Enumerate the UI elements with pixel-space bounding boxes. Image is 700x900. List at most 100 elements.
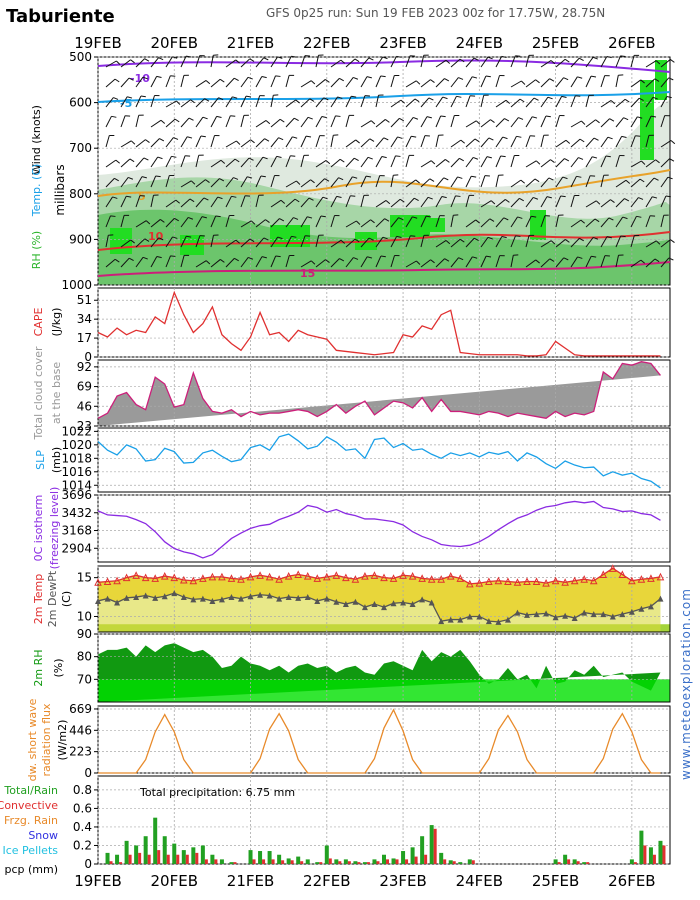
precip-total-annotation: Total precipitation: 6.75 mm xyxy=(139,786,295,799)
precip-conv-bar xyxy=(643,845,646,864)
rh-axis-label: RH (%) xyxy=(30,231,43,269)
precip-tick-label: 0.6 xyxy=(73,801,92,815)
wind-barb-flag xyxy=(620,56,625,57)
slp-tick-label: 1018 xyxy=(61,451,92,465)
precip-legend-entry: Convective xyxy=(0,799,58,812)
rh2m-tick-label: 90 xyxy=(77,627,92,641)
iso0-axis-label: 0C isotherm xyxy=(32,495,45,562)
precip-conv-bar xyxy=(367,862,370,864)
precip-total-bar xyxy=(363,862,367,864)
swrad-tick-label: 669 xyxy=(69,702,92,716)
wind-barb-flag xyxy=(395,156,400,157)
precip-total-bar xyxy=(210,855,214,864)
watermark: www.meteoexploration.com xyxy=(679,588,693,780)
rh2m-unit-label: (%) xyxy=(52,658,65,677)
precip-conv-bar xyxy=(348,861,351,864)
precip-total-bar xyxy=(392,858,396,864)
precip-total-bar xyxy=(582,862,586,864)
swrad-unit-label: (W/m2) xyxy=(56,720,69,761)
top-date-label: 25FEB xyxy=(532,34,579,52)
wind-barb-flag xyxy=(671,140,675,143)
wind-barb-flag xyxy=(670,59,674,62)
slp-unit-label: (mb) xyxy=(50,447,63,473)
precip-conv-bar xyxy=(291,860,294,864)
top-date-label: 24FEB xyxy=(456,34,503,52)
cloud-tick-label: 46 xyxy=(77,399,92,413)
pressure-axis-label: millibars xyxy=(53,164,67,215)
iso0-axis-label-2: (freezing level) xyxy=(48,487,61,570)
cloud-tick-label: 92 xyxy=(77,360,92,374)
wind-barb-flag xyxy=(275,76,280,77)
rh2m-axis-label: 2m RH xyxy=(32,649,45,686)
precip-total-bar xyxy=(163,836,167,864)
location-title: Taburiente xyxy=(6,6,115,27)
precip-conv-bar xyxy=(357,862,360,864)
precip-total-bar xyxy=(563,855,567,864)
iso0-tick-label: 3432 xyxy=(61,506,92,520)
wind-barb-flag xyxy=(561,196,566,197)
rh2m-panel: 70 80 90 2m RH (%) xyxy=(32,627,670,702)
cape-tick-label: 17 xyxy=(77,331,92,345)
temp2m-tick-label: 15 xyxy=(77,571,92,585)
precip-total-bar xyxy=(277,855,281,864)
sounding-tick-label: 800 xyxy=(69,187,92,201)
top-date-label: 26FEB xyxy=(608,34,655,52)
temp-axis-label: Temp. (C) xyxy=(30,164,43,218)
precip-total-bar xyxy=(182,850,186,864)
sounding-tick-label: 600 xyxy=(69,96,92,110)
cloud-tick-label: 69 xyxy=(77,380,92,394)
precip-conv-bar xyxy=(205,859,208,864)
precip-tick-label: 0 xyxy=(84,857,92,871)
precip-total-bar xyxy=(420,836,424,864)
top-date-label: 21FEB xyxy=(227,34,274,52)
precip-conv-bar xyxy=(386,859,389,864)
wind-barb-flag xyxy=(216,216,221,217)
top-date-label: 22FEB xyxy=(303,34,350,52)
precip-total-bar xyxy=(296,857,300,864)
precip-tick-label: 0.2 xyxy=(73,838,92,852)
wind-barb-flag xyxy=(170,256,175,257)
rh2m-tick-label: 70 xyxy=(77,672,92,686)
bottom-date-label: 25FEB xyxy=(532,872,579,890)
precip-total-bar xyxy=(153,818,157,864)
precip-total-bar xyxy=(106,853,110,864)
precip-total-bar xyxy=(382,855,386,864)
precip-total-bar xyxy=(411,847,415,864)
precip-conv-bar xyxy=(405,859,408,864)
precip-total-bar xyxy=(315,862,319,864)
wind-barb-flag xyxy=(501,156,506,157)
dewpt2m-axis-label: 2m DewPt xyxy=(46,570,59,627)
precip-conv-bar xyxy=(453,861,456,864)
iso0-tick-label: 2904 xyxy=(61,541,92,555)
precip-legend-entry: Snow xyxy=(28,829,58,842)
cape-axis-label: CAPE xyxy=(32,308,45,337)
swrad-bg xyxy=(98,706,670,773)
sounding-tick-label: 900 xyxy=(69,232,92,246)
precip-unit-label: pcp (mm) xyxy=(4,863,58,876)
bottom-date-label: 23FEB xyxy=(379,872,426,890)
precip-total-bar xyxy=(334,859,338,864)
bottom-date-label: 20FEB xyxy=(151,872,198,890)
precip-conv-bar xyxy=(253,859,256,864)
precip-total-bar xyxy=(115,855,119,864)
cape-tick-label: 51 xyxy=(77,293,92,307)
slp-tick-label: 1020 xyxy=(61,438,92,452)
bottom-date-label: 24FEB xyxy=(456,872,503,890)
rh-saturated-patch xyxy=(425,218,445,232)
iso0-tick-label: 3168 xyxy=(61,524,92,538)
precip-conv-bar xyxy=(148,855,151,864)
precip-conv-bar xyxy=(214,859,217,864)
precip-total-bar xyxy=(268,851,272,864)
top-date-label: 20FEB xyxy=(151,34,198,52)
cape-unit-label: (J/kg) xyxy=(50,308,63,337)
precip-conv-bar xyxy=(157,850,160,864)
rh2m-tick-label: 80 xyxy=(77,650,92,664)
precip-conv-bar xyxy=(186,855,189,864)
precip-conv-bar xyxy=(586,862,589,864)
